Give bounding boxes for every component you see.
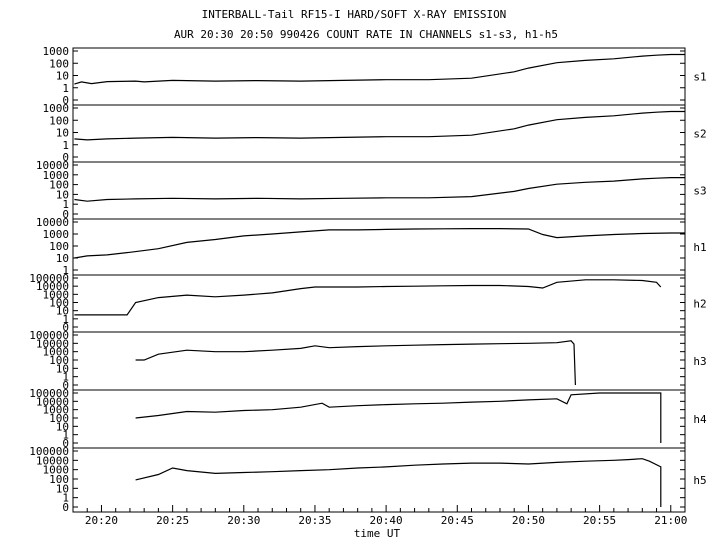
series-line-s1 (74, 53, 685, 85)
series-line-h2 (74, 279, 662, 316)
y-tick-label: 1 (62, 313, 69, 326)
y-tick-label: 0 (62, 501, 69, 514)
y-tick-label: 100 (49, 240, 69, 253)
channel-label-s3: s3 (693, 185, 706, 198)
channel-label-h5: h5 (693, 474, 706, 487)
panel-frame (72, 389, 686, 449)
panels: 01101001000s101101001000s201101001000100… (29, 45, 707, 514)
y-tick-label: 10000 (36, 280, 69, 293)
y-tick-label: 10 (56, 305, 69, 318)
y-tick-label: 1 (62, 492, 69, 505)
y-tick-label: 10 (56, 482, 69, 495)
y-tick-label: 100 (49, 354, 69, 367)
channel-label-s2: s2 (693, 128, 706, 141)
y-tick-label: 1000 (43, 45, 70, 58)
y-tick-label: 100 (49, 412, 69, 425)
y-tick-label: 100 (49, 57, 69, 70)
y-tick-label: 1000 (43, 404, 70, 417)
y-tick-label: 100 (49, 114, 69, 127)
y-tick-label: 0 (62, 437, 69, 450)
y-tick-label: 1000 (43, 288, 70, 301)
y-tick-label: 0 (62, 379, 69, 392)
y-tick-label: 1 (62, 198, 69, 211)
series-line-s3 (74, 177, 685, 202)
y-tick-label: 0 (62, 208, 69, 221)
x-tick-label: 20:45 (441, 514, 474, 527)
y-tick-label: 10000 (36, 216, 69, 229)
panel-frame (72, 104, 686, 163)
y-tick-label: 0 (62, 151, 69, 164)
channel-label-h1: h1 (693, 241, 706, 254)
series-line-h4 (135, 392, 662, 443)
y-tick-label: 10000 (36, 454, 69, 467)
panel-frame (72, 331, 686, 391)
x-axis: 20:20 20:25 20:30 20:35 20:40 20:45 20:50 20:55… (72, 505, 687, 527)
x-tick-label: 20:30 (227, 514, 260, 527)
series-line-s2 (74, 110, 685, 141)
y-tick-label: 10000 (36, 337, 69, 350)
y-tick-label: 0 (62, 94, 69, 107)
x-tick-label: 20:55 (583, 514, 616, 527)
y-tick-label: 1000 (43, 346, 70, 359)
panel-frame (72, 161, 686, 220)
y-tick-label: 1 (62, 139, 69, 152)
y-tick-label: 1 (62, 264, 69, 277)
y-tick-label: 1 (62, 371, 69, 384)
channel-label-s1: s1 (693, 71, 706, 84)
channel-label-h3: h3 (693, 355, 706, 368)
y-tick-label: 1000 (43, 102, 70, 115)
y-tick-label: 100000 (29, 272, 69, 285)
chart-title: INTERBALL-Tail RF15-I HARD/SOFT X-RAY EM… (202, 8, 507, 21)
x-tick-label: 21:00 (654, 514, 687, 527)
x-tick-label: 20:20 (85, 514, 118, 527)
channel-label-h2: h2 (693, 298, 706, 311)
y-tick-label: 1000 (43, 169, 70, 182)
series-line-h1 (74, 228, 685, 259)
y-tick-label: 0 (62, 321, 69, 334)
y-tick-label: 1000 (43, 228, 70, 241)
y-tick-label: 10000 (36, 159, 69, 172)
panel-frame (72, 47, 686, 106)
x-tick-label: 20:40 (370, 514, 403, 527)
chart-subtitle: AUR 20:30 20:50 990426 COUNT RATE IN CHA… (174, 28, 558, 41)
y-tick-label: 10 (56, 362, 69, 375)
x-axis-label: time UT (354, 527, 401, 540)
y-tick-label: 100000 (29, 329, 69, 342)
y-tick-label: 1 (62, 429, 69, 442)
y-tick-label: 10 (56, 127, 69, 140)
x-tick-label: 20:35 (298, 514, 331, 527)
y-tick-label: 10 (56, 420, 69, 433)
series-line-h5 (135, 458, 662, 507)
channel-label-h4: h4 (693, 413, 707, 426)
x-tick-label: 20:25 (156, 514, 189, 527)
y-tick-label: 1 (62, 82, 69, 95)
series-line-h3 (135, 340, 576, 386)
y-tick-label: 100 (49, 179, 69, 192)
y-tick-label: 10 (56, 252, 69, 265)
y-tick-label: 100000 (29, 387, 69, 400)
panel-frame (72, 274, 686, 333)
y-tick-label: 10 (56, 70, 69, 83)
y-tick-label: 10000 (36, 395, 69, 408)
y-tick-label: 1000 (43, 464, 70, 477)
panel-frame (72, 447, 686, 513)
y-tick-label: 10 (56, 188, 69, 201)
y-tick-label: 100 (49, 297, 69, 310)
x-tick-label: 20:50 (512, 514, 545, 527)
y-tick-label: 100 (49, 473, 69, 486)
y-tick-label: 100000 (29, 445, 69, 458)
